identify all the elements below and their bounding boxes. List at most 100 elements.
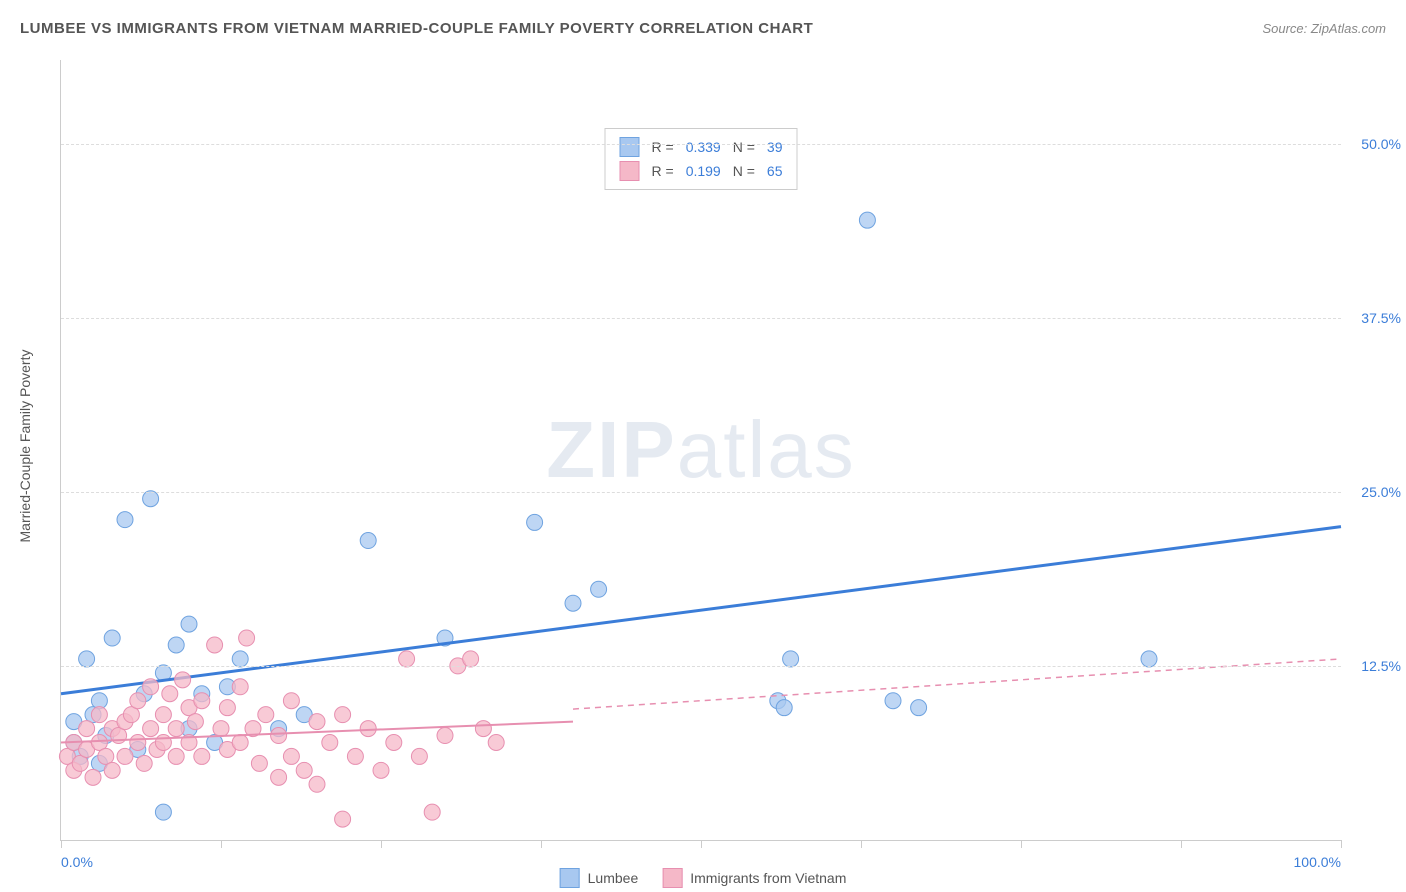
legend-label-vietnam: Immigrants from Vietnam [690, 870, 846, 886]
data-point [437, 728, 453, 744]
n-value-lumbee: 39 [767, 139, 783, 155]
gridline [61, 318, 1341, 319]
data-point [117, 748, 133, 764]
data-point [776, 700, 792, 716]
data-point [271, 728, 287, 744]
chart-header: LUMBEE VS IMMIGRANTS FROM VIETNAM MARRIE… [20, 20, 1386, 37]
x-tick-label: 0.0% [61, 854, 93, 870]
r-label: R = [652, 139, 674, 155]
data-point [79, 721, 95, 737]
correlation-row-vietnam: R = 0.199 N = 65 [620, 159, 783, 183]
gridline [61, 492, 1341, 493]
data-point [168, 637, 184, 653]
y-tick-label: 12.5% [1361, 658, 1401, 674]
data-point [911, 700, 927, 716]
data-point [258, 707, 274, 723]
data-point [143, 679, 159, 695]
swatch-vietnam [620, 161, 640, 181]
x-tick [541, 840, 542, 848]
data-point [360, 533, 376, 549]
n-label: N = [733, 163, 755, 179]
data-point [130, 693, 146, 709]
y-axis-title: Married-Couple Family Poverty [17, 350, 33, 543]
data-point [181, 616, 197, 632]
chart-title: LUMBEE VS IMMIGRANTS FROM VIETNAM MARRIE… [20, 20, 813, 37]
data-point [232, 679, 248, 695]
data-point [251, 755, 267, 771]
data-point [136, 755, 152, 771]
data-point [885, 693, 901, 709]
data-point [271, 769, 287, 785]
x-tick [701, 840, 702, 848]
data-point [155, 707, 171, 723]
data-point [91, 707, 107, 723]
correlation-legend: R = 0.339 N = 39 R = 0.199 N = 65 [605, 128, 798, 190]
data-point [104, 630, 120, 646]
x-tick [61, 840, 62, 848]
data-point [143, 721, 159, 737]
plot-area: ZIPatlas R = 0.339 N = 39 R = 0.199 N = … [60, 60, 1341, 841]
data-point [104, 762, 120, 778]
data-point [411, 748, 427, 764]
x-tick-label: 100.0% [1294, 854, 1341, 870]
data-point [143, 491, 159, 507]
data-point [309, 714, 325, 730]
data-point [130, 735, 146, 751]
r-value-vietnam: 0.199 [686, 163, 721, 179]
n-value-vietnam: 65 [767, 163, 783, 179]
data-point [335, 707, 351, 723]
x-tick [1341, 840, 1342, 848]
swatch-lumbee [620, 137, 640, 157]
chart-source: Source: ZipAtlas.com [1262, 21, 1386, 36]
data-point [232, 735, 248, 751]
x-tick [1021, 840, 1022, 848]
data-point [213, 721, 229, 737]
x-tick [861, 840, 862, 848]
x-tick [221, 840, 222, 848]
data-point [207, 637, 223, 653]
data-point [239, 630, 255, 646]
data-point [859, 212, 875, 228]
data-point [232, 651, 248, 667]
data-point [117, 512, 133, 528]
data-point [296, 762, 312, 778]
data-point [168, 721, 184, 737]
data-point [155, 804, 171, 820]
x-tick [1181, 840, 1182, 848]
data-point [347, 748, 363, 764]
legend-label-lumbee: Lumbee [588, 870, 639, 886]
data-point [591, 581, 607, 597]
data-point [168, 748, 184, 764]
data-point [399, 651, 415, 667]
data-point [283, 693, 299, 709]
data-point [194, 693, 210, 709]
data-point [175, 672, 191, 688]
r-label: R = [652, 163, 674, 179]
bottom-legend: Lumbee Immigrants from Vietnam [560, 868, 847, 888]
data-point [283, 748, 299, 764]
data-point [475, 721, 491, 737]
data-point [565, 595, 581, 611]
y-tick-label: 25.0% [1361, 484, 1401, 500]
data-point [162, 686, 178, 702]
n-label: N = [733, 139, 755, 155]
data-point [373, 762, 389, 778]
data-point [194, 748, 210, 764]
gridline [61, 144, 1341, 145]
correlation-row-lumbee: R = 0.339 N = 39 [620, 135, 783, 159]
y-tick-label: 50.0% [1361, 136, 1401, 152]
legend-swatch-vietnam [662, 868, 682, 888]
legend-swatch-lumbee [560, 868, 580, 888]
data-point [463, 651, 479, 667]
gridline [61, 666, 1341, 667]
data-point [424, 804, 440, 820]
data-point [488, 735, 504, 751]
data-point [85, 769, 101, 785]
data-point [219, 700, 235, 716]
data-point [386, 735, 402, 751]
chart-container: LUMBEE VS IMMIGRANTS FROM VIETNAM MARRIE… [0, 0, 1406, 892]
r-value-lumbee: 0.339 [686, 139, 721, 155]
data-point [322, 735, 338, 751]
data-point [79, 651, 95, 667]
data-point [1141, 651, 1157, 667]
